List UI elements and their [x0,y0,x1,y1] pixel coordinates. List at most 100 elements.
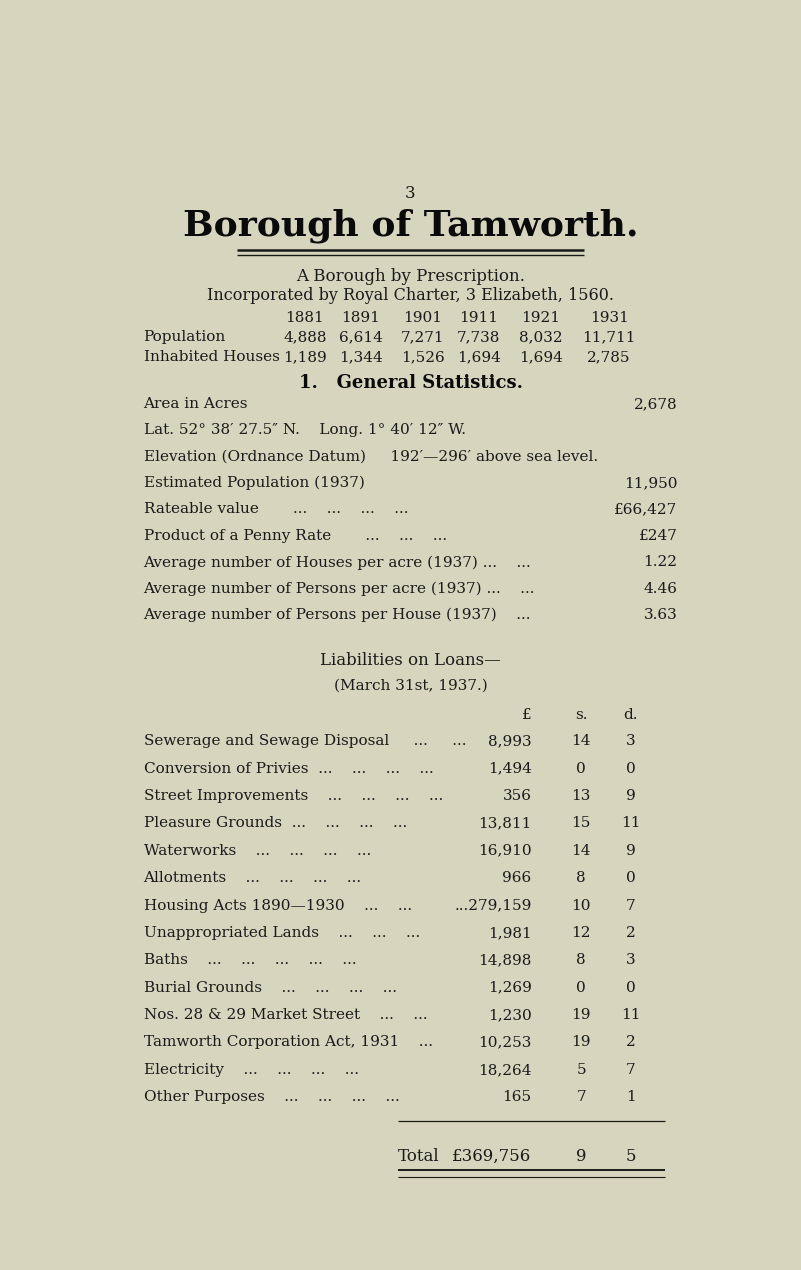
Text: 19: 19 [571,1035,591,1049]
Text: 1911: 1911 [459,311,498,325]
Text: Area in Acres: Area in Acres [143,396,248,411]
Text: 11,950: 11,950 [624,476,678,490]
Text: A Borough by Prescription.: A Borough by Prescription. [296,268,525,284]
Text: 9: 9 [626,843,636,857]
Text: 3: 3 [626,954,636,968]
Text: 7: 7 [626,1063,636,1077]
Text: Tamworth Corporation Act, 1931    ...: Tamworth Corporation Act, 1931 ... [143,1035,433,1049]
Text: 13: 13 [572,789,591,803]
Text: 19: 19 [571,1008,591,1022]
Text: Pleasure Grounds  ...    ...    ...    ...: Pleasure Grounds ... ... ... ... [143,817,407,831]
Text: 10,253: 10,253 [478,1035,532,1049]
Text: 5: 5 [577,1063,586,1077]
Text: Liabilities on Loans—: Liabilities on Loans— [320,652,501,669]
Text: £369,756: £369,756 [453,1148,532,1165]
Text: 13,811: 13,811 [478,817,532,831]
Text: 8: 8 [577,954,586,968]
Text: 8,993: 8,993 [488,734,532,748]
Text: Inhabited Houses: Inhabited Houses [143,351,280,364]
Text: 356: 356 [502,789,532,803]
Text: d.: d. [624,707,638,721]
Text: ...279,159: ...279,159 [454,899,532,913]
Text: 1.   General Statistics.: 1. General Statistics. [299,375,522,392]
Text: 1,981: 1,981 [488,926,532,940]
Text: 14,898: 14,898 [478,954,532,968]
Text: 0: 0 [626,871,636,885]
Text: 1,694: 1,694 [457,351,501,364]
Text: Lat. 52° 38′ 27.5″ N.    Long. 1° 40′ 12″ W.: Lat. 52° 38′ 27.5″ N. Long. 1° 40′ 12″ W… [143,423,465,437]
Text: 1: 1 [626,1090,636,1104]
Text: Waterworks    ...    ...    ...    ...: Waterworks ... ... ... ... [143,843,371,857]
Text: 4.46: 4.46 [643,582,678,596]
Text: 1,230: 1,230 [488,1008,532,1022]
Text: 7,738: 7,738 [457,330,501,344]
Text: 1,269: 1,269 [488,980,532,994]
Text: Total: Total [398,1148,440,1165]
Text: 2: 2 [626,1035,636,1049]
Text: 3: 3 [405,184,416,202]
Text: Baths    ...    ...    ...    ...    ...: Baths ... ... ... ... ... [143,954,356,968]
Text: Average number of Persons per House (1937)    ...: Average number of Persons per House (193… [143,608,531,622]
Text: 1891: 1891 [341,311,380,325]
Text: Borough of Tamworth.: Borough of Tamworth. [183,208,638,243]
Text: 5: 5 [626,1148,636,1165]
Text: 8: 8 [577,871,586,885]
Text: 11: 11 [621,1008,641,1022]
Text: Electricity    ...    ...    ...    ...: Electricity ... ... ... ... [143,1063,359,1077]
Text: 1,344: 1,344 [339,351,383,364]
Text: 3: 3 [626,734,636,748]
Text: 1931: 1931 [590,311,629,325]
Text: 0: 0 [577,980,586,994]
Text: 16,910: 16,910 [478,843,532,857]
Text: Estimated Population (1937): Estimated Population (1937) [143,476,364,490]
Text: 4,888: 4,888 [284,330,327,344]
Text: Conversion of Privies  ...    ...    ...    ...: Conversion of Privies ... ... ... ... [143,762,433,776]
Text: Street Improvements    ...    ...    ...    ...: Street Improvements ... ... ... ... [143,789,443,803]
Text: 966: 966 [502,871,532,885]
Text: Product of a Penny Rate       ...    ...    ...: Product of a Penny Rate ... ... ... [143,528,447,542]
Text: 7,271: 7,271 [401,330,445,344]
Text: 7: 7 [577,1090,586,1104]
Text: 12: 12 [571,926,591,940]
Text: 7: 7 [626,899,636,913]
Text: 1,694: 1,694 [519,351,563,364]
Text: 1881: 1881 [286,311,324,325]
Text: Burial Grounds    ...    ...    ...    ...: Burial Grounds ... ... ... ... [143,980,396,994]
Text: 1,526: 1,526 [401,351,445,364]
Text: 165: 165 [502,1090,532,1104]
Text: Average number of Persons per acre (1937) ...    ...: Average number of Persons per acre (1937… [143,582,535,596]
Text: Housing Acts 1890—1930    ...    ...: Housing Acts 1890—1930 ... ... [143,899,412,913]
Text: Other Purposes    ...    ...    ...    ...: Other Purposes ... ... ... ... [143,1090,400,1104]
Text: Nos. 28 & 29 Market Street    ...    ...: Nos. 28 & 29 Market Street ... ... [143,1008,427,1022]
Text: 9: 9 [626,789,636,803]
Text: Rateable value       ...    ...    ...    ...: Rateable value ... ... ... ... [143,503,408,517]
Text: 14: 14 [571,734,591,748]
Text: 2,678: 2,678 [634,396,678,411]
Text: 11,711: 11,711 [582,330,636,344]
Text: 1901: 1901 [404,311,442,325]
Text: £66,427: £66,427 [614,503,678,517]
Text: 0: 0 [626,762,636,776]
Text: 10: 10 [571,899,591,913]
Text: Sewerage and Sewage Disposal     ...     ...: Sewerage and Sewage Disposal ... ... [143,734,466,748]
Text: 9: 9 [576,1148,586,1165]
Text: 18,264: 18,264 [478,1063,532,1077]
Text: Incorporated by Royal Charter, 3 Elizabeth, 1560.: Incorporated by Royal Charter, 3 Elizabe… [207,287,614,305]
Text: 1,494: 1,494 [488,762,532,776]
Text: 0: 0 [577,762,586,776]
Text: Allotments    ...    ...    ...    ...: Allotments ... ... ... ... [143,871,362,885]
Text: Elevation (Ordnance Datum)     192′—296′ above sea level.: Elevation (Ordnance Datum) 192′—296′ abo… [143,450,598,464]
Text: 11: 11 [621,817,641,831]
Text: Population: Population [143,330,226,344]
Text: £247: £247 [638,528,678,542]
Text: 6,614: 6,614 [339,330,383,344]
Text: 15: 15 [572,817,591,831]
Text: 14: 14 [571,843,591,857]
Text: 1921: 1921 [521,311,561,325]
Text: 3.63: 3.63 [644,608,678,622]
Text: 0: 0 [626,980,636,994]
Text: (March 31st, 1937.): (March 31st, 1937.) [334,678,487,692]
Text: 2,785: 2,785 [587,351,631,364]
Text: Average number of Houses per acre (1937) ...    ...: Average number of Houses per acre (1937)… [143,555,531,570]
Text: £: £ [521,707,532,721]
